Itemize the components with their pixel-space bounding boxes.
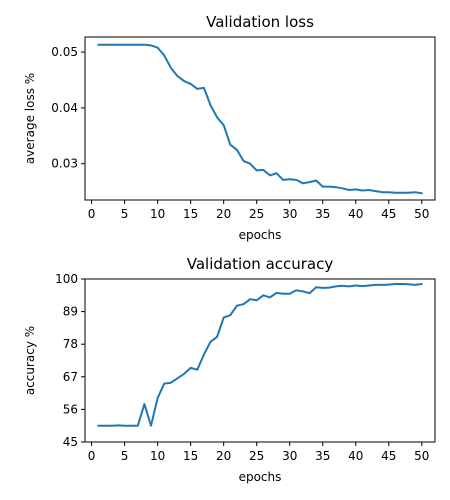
accuracy-series-line (97, 283, 423, 427)
loss-x-tick-label: 30 (282, 207, 297, 221)
loss-x-tick-label: 10 (150, 207, 165, 221)
loss-x-tick-label: 35 (315, 207, 330, 221)
accuracy-x-tick-label: 50 (414, 449, 429, 463)
loss-x-tick-label: 5 (121, 207, 129, 221)
loss-chart: Validation loss 0 5 10 15 20 25 30 35 40 45 50 0.03 0… (23, 13, 436, 242)
accuracy-x-tick-label: 45 (381, 449, 396, 463)
accuracy-x-axis-label: epochs (239, 470, 282, 484)
loss-y-axis-label: average loss % (23, 73, 37, 164)
loss-x-tick-label: 15 (183, 207, 198, 221)
accuracy-y-tick-label: 67 (63, 370, 78, 384)
loss-y-tick-label: 0.03 (51, 157, 78, 171)
accuracy-x-tick-label: 35 (315, 449, 330, 463)
accuracy-y-tick-label: 89 (63, 305, 78, 319)
accuracy-y-tick-label: 56 (63, 402, 78, 416)
accuracy-x-tick-label: 40 (348, 449, 363, 463)
loss-x-tick-label: 0 (88, 207, 96, 221)
loss-x-tick-label: 40 (348, 207, 363, 221)
loss-x-axis-label: epochs (239, 228, 282, 242)
loss-x-tick-label: 45 (381, 207, 396, 221)
accuracy-x-tick-label: 10 (150, 449, 165, 463)
accuracy-plot-frame (84, 278, 436, 443)
accuracy-x-tick-label: 5 (121, 449, 129, 463)
loss-series-line (97, 43, 423, 195)
loss-y-tick-label: 0.05 (51, 45, 78, 59)
accuracy-y-tick-label: 45 (63, 435, 78, 449)
loss-x-tick-label: 50 (414, 207, 429, 221)
loss-plot-frame (84, 36, 436, 201)
accuracy-x-tick-label: 25 (249, 449, 264, 463)
loss-x-tick-label: 20 (216, 207, 231, 221)
accuracy-y-axis-label: accuracy % (23, 326, 37, 395)
accuracy-y-tick-label: 100 (55, 272, 78, 286)
accuracy-x-tick-label: 20 (216, 449, 231, 463)
accuracy-chart: Validation accuracy 0 5 10 15 20 25 30 35 40 45 50 4… (23, 255, 436, 484)
loss-chart-title: Validation loss (206, 13, 314, 31)
loss-x-tick-label: 25 (249, 207, 264, 221)
loss-y-tick-label: 0.04 (51, 101, 78, 115)
accuracy-x-tick-label: 15 (183, 449, 198, 463)
accuracy-y-tick-label: 78 (63, 337, 78, 351)
accuracy-x-tick-label: 30 (282, 449, 297, 463)
accuracy-x-tick-label: 0 (88, 449, 96, 463)
accuracy-chart-title: Validation accuracy (187, 255, 334, 273)
